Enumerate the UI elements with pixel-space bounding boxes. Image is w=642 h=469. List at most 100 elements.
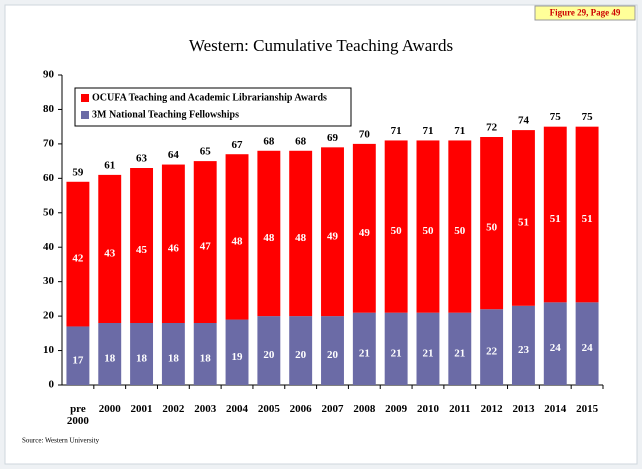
x-tick-label: 2012 — [480, 403, 503, 415]
x-tick-label: 2015 — [576, 403, 599, 415]
bar-segment — [130, 323, 154, 385]
y-tick-label: 40 — [43, 241, 55, 253]
bar-segment — [161, 323, 185, 385]
value-label: 18 — [136, 353, 148, 365]
bar-segment — [448, 140, 472, 313]
value-label: 24 — [582, 342, 594, 354]
value-label: 17 — [72, 354, 84, 366]
value-label: 47 — [200, 241, 212, 253]
value-label: 46 — [168, 242, 180, 254]
bar-segment — [352, 312, 376, 385]
bar-segment — [225, 319, 249, 385]
bar-segment — [416, 140, 440, 313]
total-label: 75 — [550, 111, 562, 123]
value-label: 20 — [263, 349, 275, 361]
value-label: 48 — [295, 232, 307, 244]
bar-segment — [384, 312, 408, 385]
x-tick-label: 2013 — [512, 403, 535, 415]
total-label: 61 — [104, 159, 115, 171]
legend-label: OCUFA Teaching and Academic Librarianshi… — [92, 92, 327, 103]
legend-swatch — [81, 111, 89, 119]
total-label: 70 — [359, 128, 371, 140]
value-label: 50 — [422, 225, 434, 237]
x-tick-label: 2000 — [98, 403, 121, 415]
x-tick-label: 2004 — [226, 403, 249, 415]
x-tick-label: 2005 — [257, 403, 280, 415]
legend-swatch — [81, 94, 89, 102]
bar-segment — [289, 316, 313, 385]
bar-segment — [448, 312, 472, 385]
x-tick-label: 2007 — [321, 403, 344, 415]
bar-segment — [130, 168, 154, 323]
bar-segment — [289, 150, 313, 317]
value-label: 21 — [454, 347, 465, 359]
source-note: Source: Western University — [22, 437, 100, 445]
y-tick-label: 0 — [49, 379, 55, 391]
value-label: 49 — [359, 227, 371, 239]
value-label: 48 — [263, 232, 275, 244]
bar-segment — [543, 302, 567, 385]
total-label: 68 — [295, 135, 307, 147]
y-tick-label: 60 — [43, 172, 55, 184]
total-label: 75 — [582, 111, 594, 123]
value-label: 18 — [168, 353, 180, 365]
y-tick-label: 20 — [43, 310, 55, 322]
bar-segment — [321, 147, 344, 317]
value-label: 23 — [518, 344, 530, 356]
bar-segment — [161, 164, 185, 323]
value-label: 24 — [550, 342, 562, 354]
total-label: 72 — [486, 122, 498, 134]
value-label: 51 — [550, 213, 561, 225]
bar-segment — [66, 326, 90, 385]
value-label: 21 — [391, 347, 402, 359]
bar-segment — [193, 161, 217, 323]
legend-label: 3M National Teaching Fellowships — [92, 109, 239, 120]
value-label: 21 — [359, 347, 370, 359]
bar-segment — [511, 305, 535, 385]
total-label: 74 — [518, 115, 530, 127]
bar-segment — [257, 150, 281, 317]
x-tick-label: 2002 — [162, 403, 185, 415]
x-tick-label: 2001 — [130, 403, 153, 415]
x-tick-label: 2010 — [416, 403, 439, 415]
x-tick-label: 2006 — [289, 403, 312, 415]
total-label: 64 — [168, 149, 180, 161]
bar-segment — [193, 323, 217, 385]
bar-segment — [575, 302, 599, 385]
bar-segment — [575, 126, 599, 303]
x-tick-label: 2003 — [194, 403, 217, 415]
value-label: 22 — [486, 346, 498, 358]
chart-title: Western: Cumulative Teaching Awards — [189, 36, 453, 55]
x-tick-label: 2014 — [544, 403, 567, 415]
bar-segment — [480, 309, 504, 385]
value-label: 18 — [104, 353, 116, 365]
value-label: 50 — [454, 225, 466, 237]
bar-segment — [384, 140, 408, 313]
bar-segment — [352, 143, 376, 313]
total-label: 67 — [232, 139, 244, 151]
total-label: 63 — [136, 153, 148, 165]
bar-segment — [98, 174, 122, 323]
y-tick-label: 10 — [43, 344, 55, 356]
bar-segment — [480, 137, 504, 310]
total-label: 59 — [72, 166, 84, 178]
value-label: 50 — [391, 225, 403, 237]
value-label: 48 — [232, 235, 244, 247]
y-tick-label: 80 — [43, 103, 55, 115]
bar-segment — [66, 181, 90, 327]
figure-label: Figure 29, Page 49 — [550, 8, 621, 18]
value-label: 45 — [136, 244, 148, 256]
x-tick-label: 2009 — [385, 403, 408, 415]
x-tick-label: pre 2000 — [66, 403, 89, 427]
value-label: 43 — [104, 247, 116, 259]
y-tick-label: 30 — [43, 275, 55, 287]
bar-segment — [416, 312, 440, 385]
figure-label-box — [534, 5, 636, 21]
value-label: 18 — [200, 353, 212, 365]
value-label: 20 — [295, 349, 307, 361]
value-label: 42 — [72, 253, 84, 265]
value-label: 19 — [232, 351, 244, 363]
bar-segment — [511, 130, 535, 306]
